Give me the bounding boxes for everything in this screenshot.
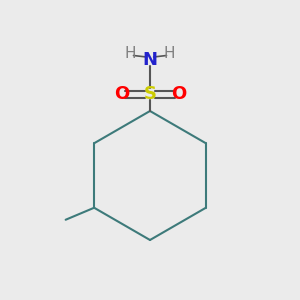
Text: O: O xyxy=(114,85,129,103)
Text: H: H xyxy=(164,46,175,62)
Text: H: H xyxy=(125,46,136,62)
Text: O: O xyxy=(171,85,186,103)
Text: S: S xyxy=(143,85,157,103)
Text: N: N xyxy=(142,51,158,69)
